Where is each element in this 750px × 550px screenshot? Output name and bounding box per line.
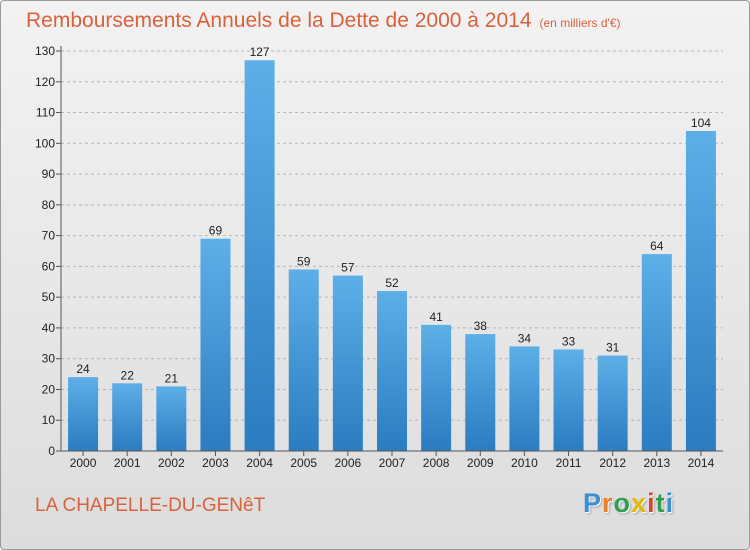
x-tick-label: 2008 [423,456,450,470]
x-tick-label: 2009 [467,456,494,470]
bar-value-label: 33 [562,334,576,348]
x-tick-label: 2012 [599,456,626,470]
bar [332,275,363,451]
y-tick-label: 30 [42,352,56,366]
bar [553,349,584,451]
y-tick-label: 70 [42,229,56,243]
bar-value-label: 127 [250,45,270,59]
y-tick-label: 120 [35,75,55,89]
x-tick-label: 2010 [511,456,538,470]
bar [156,386,187,451]
chart-title: Remboursements Annuels de la Dette de 20… [26,9,621,33]
bar [509,346,540,451]
bar-value-label: 31 [606,341,620,355]
chart-title-text: Remboursements Annuels de la Dette de 20… [26,9,532,32]
bar [112,383,143,451]
bar-value-label: 41 [429,310,443,324]
chart-unit: (en milliers d'€) [539,16,621,30]
x-tick-label: 2003 [202,456,229,470]
x-tick-label: 2011 [556,456,582,470]
bar-value-label: 59 [297,254,311,268]
bar [68,377,99,451]
proxiti-logo[interactable]: Proxiti [583,488,674,519]
bar-value-label: 57 [341,261,355,275]
x-tick-label: 2002 [158,456,185,470]
y-tick-label: 10 [42,413,56,427]
y-tick-label: 50 [42,290,56,304]
bar [641,254,672,451]
logo-letter: t [655,488,666,518]
logo-letter: i [665,488,675,518]
bar-value-label: 38 [474,319,488,333]
x-tick-label: 2000 [70,456,97,470]
bar-value-label: 21 [165,371,179,385]
y-tick-label: 100 [35,136,55,150]
y-tick-label: 0 [48,444,55,458]
x-tick-label: 2005 [290,456,317,470]
y-tick-label: 90 [42,167,56,181]
bar [200,238,231,451]
logo-letter: r [602,488,614,518]
bar-value-label: 52 [385,276,399,290]
x-tick-label: 2004 [246,456,273,470]
y-tick-label: 130 [35,44,55,58]
bar-value-label: 104 [691,116,711,130]
bar [685,131,716,451]
logo-letter: x [631,488,648,518]
bar-value-label: 24 [76,362,90,376]
bar-value-label: 22 [121,368,135,382]
y-tick-label: 110 [36,106,55,120]
y-tick-label: 40 [42,321,56,335]
logo-letter: i [647,488,656,518]
bar-value-label: 64 [650,239,664,253]
x-tick-label: 2001 [114,456,141,470]
bar [421,324,452,451]
bar [244,60,275,451]
logo-letter: o [613,488,632,518]
bar-value-label: 34 [518,331,532,345]
x-tick-label: 2007 [379,456,406,470]
bar-value-label: 69 [209,224,223,238]
x-tick-label: 2006 [335,456,362,470]
y-tick-label: 80 [42,198,56,212]
bar [465,334,496,451]
bar [288,269,319,451]
y-tick-label: 20 [42,382,56,396]
bar [377,291,407,451]
bar [597,355,628,451]
y-tick-label: 60 [42,259,56,273]
town-name: LA CHAPELLE-DU-GENêT [35,495,266,516]
logo-letter: P [583,488,603,518]
x-tick-label: 2013 [643,456,670,470]
x-tick-label: 2014 [688,456,715,470]
